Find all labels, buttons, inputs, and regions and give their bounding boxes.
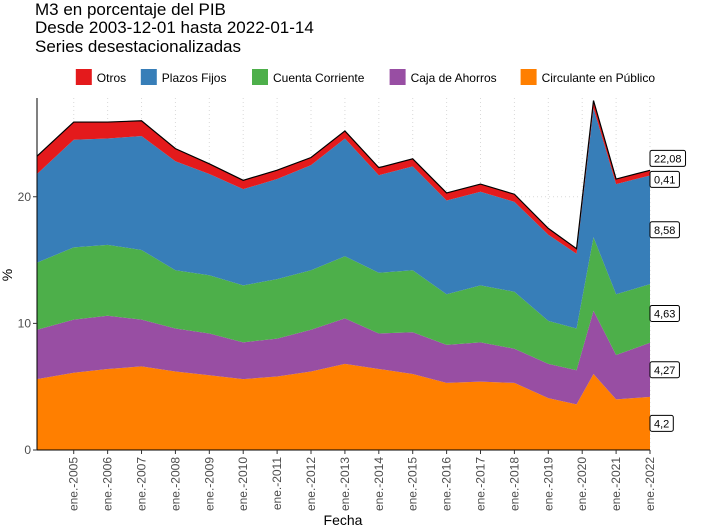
area [37,237,650,371]
legend-label: Cuenta Corriente [273,71,365,85]
end-label-box [649,170,680,188]
x-tick-label: ene.-2011 [270,457,284,510]
area [37,363,650,450]
x-axis-title: Fecha [324,512,363,528]
x-tick-label: ene.-2017 [474,457,488,511]
x-tick-label: ene.-2020 [575,457,589,511]
end-label-box [649,221,680,239]
legend-swatch [252,69,268,85]
x-tick-label: ene.-2014 [372,457,386,511]
total-outline [36,100,651,250]
end-label: 8,58 [649,221,680,239]
chart-caption: Series desestacionalizadas [35,37,241,56]
end-label: 0,41 [649,170,680,188]
x-tick-label: ene.-2008 [168,457,182,511]
end-label: 4,27 [649,361,680,379]
x-tick-label: ene.-2019 [541,457,555,511]
end-label-text: 22,08 [654,153,682,165]
legend-label: Caja de Ahorros [411,71,497,85]
legend-swatch [520,69,537,85]
end-label-text: 8,58 [654,225,675,237]
end-label-text: 4,2 [654,418,669,430]
x-tick-label: ene.-2007 [135,457,149,511]
end-label-text: 4,63 [654,308,675,320]
y-tick-label: 10 [18,316,32,330]
end-label-box [649,304,680,322]
legend-label: Otros [97,71,126,85]
y-tick-label: 0 [24,443,31,457]
x-tick-label: ene.-2005 [67,457,81,511]
legend-swatch [389,69,406,85]
chart-title: M3 en porcentaje del PIB [35,0,226,19]
x-tick-label: ene.-2009 [202,457,216,511]
area [37,108,650,329]
end-label-box [649,361,680,379]
x-tick-label: ene.-2018 [507,457,521,511]
y-axis-title: % [0,269,15,281]
x-tick-label: ene.-2013 [338,457,352,511]
x-tick-label: ene.-2016 [440,457,454,511]
chart-subtitle: Desde 2003-12-01 hasta 2022-01-14 [35,18,314,37]
end-label: 22,08 [649,149,687,167]
legend-label: Plazos Fijos [162,71,227,85]
legend-label: Circulante en Público [542,71,656,85]
end-label-text: 0,41 [654,174,675,186]
area [37,310,650,405]
x-tick-label: ene.-2015 [406,457,420,511]
legend-swatch [75,69,92,85]
end-label-text: 4,27 [654,365,675,377]
end-label-box [649,149,687,167]
x-tick-label: ene.-2006 [101,457,115,511]
y-tick-label: 20 [18,190,32,204]
x-tick-label: ene.-2022 [643,457,657,511]
end-label: 4,63 [649,304,680,322]
x-tick-label: ene.-2021 [609,457,623,511]
end-label: 4,2 [649,414,674,432]
x-tick-label: ene.-2012 [304,457,318,511]
end-label-box [649,414,674,432]
legend-swatch [140,69,157,85]
x-tick-label: ene.-2010 [236,457,250,511]
